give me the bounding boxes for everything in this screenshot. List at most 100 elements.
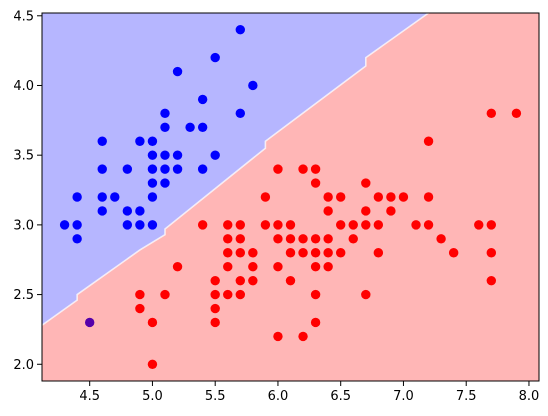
data-point-s1-36 [298, 248, 308, 258]
x-tick-label: 7.5 [456, 389, 477, 404]
data-point-s1-0 [135, 303, 145, 314]
data-point-s0-8 [110, 192, 120, 202]
data-point-s1-14 [223, 234, 233, 244]
data-point-s1-42 [310, 248, 321, 258]
data-point-s0-13 [135, 206, 145, 216]
data-point-s1-46 [323, 262, 333, 272]
data-point-s1-2 [147, 359, 158, 369]
data-point-s0-7 [97, 136, 107, 146]
data-point-s1-19 [235, 234, 245, 244]
data-point-s0-22 [160, 164, 170, 174]
data-point-s0-26 [172, 164, 183, 174]
data-point-s1-7 [210, 317, 220, 328]
data-point-s1-15 [223, 220, 233, 230]
x-axis: 4.5 5.0 5.5 6.0 6.5 7.0 7.5 8.0 [79, 381, 539, 404]
decision-boundary [42, 13, 430, 326]
data-point-s1-34 [285, 220, 296, 230]
y-tick-label: 4.5 [13, 9, 34, 24]
data-point-s1-64 [386, 192, 396, 202]
data-point-s1-12 [223, 262, 233, 272]
data-point-s1-40 [310, 289, 321, 300]
data-point-s0-10 [122, 206, 133, 216]
data-point-s1-39 [310, 317, 321, 328]
data-point-s1-49 [323, 206, 333, 216]
data-point-s0-15 [147, 220, 158, 230]
plot-area [42, 13, 539, 381]
data-point-s1-21 [248, 275, 258, 286]
data-point-s1-55 [348, 220, 358, 230]
data-point-s1-43 [310, 234, 321, 244]
plot-frame [41, 12, 540, 382]
data-point-s1-56 [361, 289, 371, 300]
data-point-s0-11 [122, 164, 133, 174]
data-point-s0-4 [97, 206, 107, 216]
data-point-s0-23 [160, 150, 170, 160]
data-point-s1-77 [511, 108, 522, 119]
data-point-s1-67 [423, 220, 434, 230]
data-point-s1-20 [235, 220, 245, 230]
data-point-s1-57 [361, 220, 371, 230]
data-point-s1-52 [336, 220, 346, 230]
data-point-s0-34 [210, 52, 220, 63]
data-point-s1-72 [474, 220, 484, 230]
data-point-s1-6 [197, 220, 208, 230]
data-point-s1-70 [436, 234, 446, 244]
data-point-s1-1 [135, 289, 145, 300]
data-point-s2-0 [84, 317, 95, 328]
data-point-s1-68 [423, 192, 434, 202]
data-point-s1-5 [172, 262, 183, 272]
data-point-s0-9 [122, 220, 133, 230]
data-point-s1-8 [210, 303, 220, 314]
blue-region [42, 13, 539, 326]
data-point-s1-48 [323, 234, 333, 244]
data-point-s1-23 [248, 248, 258, 258]
data-point-s0-12 [135, 220, 145, 230]
data-point-s1-45 [310, 164, 321, 174]
data-point-s1-38 [298, 164, 308, 174]
data-point-s1-37 [298, 234, 308, 244]
data-point-s1-44 [310, 178, 321, 188]
data-point-s0-25 [160, 108, 170, 119]
data-point-s1-53 [336, 192, 346, 202]
data-point-s0-30 [197, 164, 208, 174]
data-point-s0-27 [172, 150, 183, 160]
data-point-s1-58 [361, 206, 371, 216]
data-point-s0-29 [185, 122, 195, 132]
data-points [59, 25, 522, 369]
y-tick-label: 3.0 [13, 218, 34, 233]
x-tick-label: 5.5 [205, 389, 226, 404]
data-point-s0-36 [235, 25, 245, 35]
data-point-s1-18 [235, 248, 245, 258]
data-point-s0-19 [147, 150, 158, 160]
data-point-s1-4 [160, 289, 170, 300]
x-tick-label: 8.0 [519, 389, 540, 404]
data-point-s0-18 [147, 164, 158, 174]
y-tick-label: 3.5 [13, 149, 34, 164]
data-point-s1-75 [486, 220, 497, 230]
data-point-s0-24 [160, 122, 170, 132]
data-point-s0-0 [59, 220, 70, 230]
data-point-s1-29 [273, 220, 283, 230]
x-tick-label: 4.5 [79, 389, 100, 404]
data-point-s1-47 [323, 248, 333, 258]
data-point-s1-25 [260, 192, 271, 202]
x-tick-label: 6.5 [330, 389, 351, 404]
data-point-s1-59 [361, 178, 371, 188]
data-point-s1-31 [285, 275, 296, 286]
x-tick-label: 7.0 [393, 389, 414, 404]
y-axis: 2.0 2.5 3.0 3.5 4.0 4.5 [13, 9, 42, 373]
data-point-s0-16 [147, 192, 158, 202]
data-point-s0-31 [197, 122, 208, 132]
data-point-s0-5 [97, 192, 107, 202]
data-point-s1-69 [423, 136, 434, 146]
data-point-s0-17 [147, 178, 158, 188]
data-point-s1-28 [273, 234, 283, 244]
data-point-s0-28 [172, 66, 183, 77]
data-point-s1-3 [147, 317, 158, 328]
data-point-s1-62 [373, 192, 384, 202]
data-point-s1-65 [398, 192, 409, 202]
data-point-s1-74 [486, 248, 497, 258]
data-point-s1-30 [273, 164, 283, 174]
data-point-s0-3 [72, 192, 82, 202]
data-point-s1-22 [248, 262, 258, 272]
